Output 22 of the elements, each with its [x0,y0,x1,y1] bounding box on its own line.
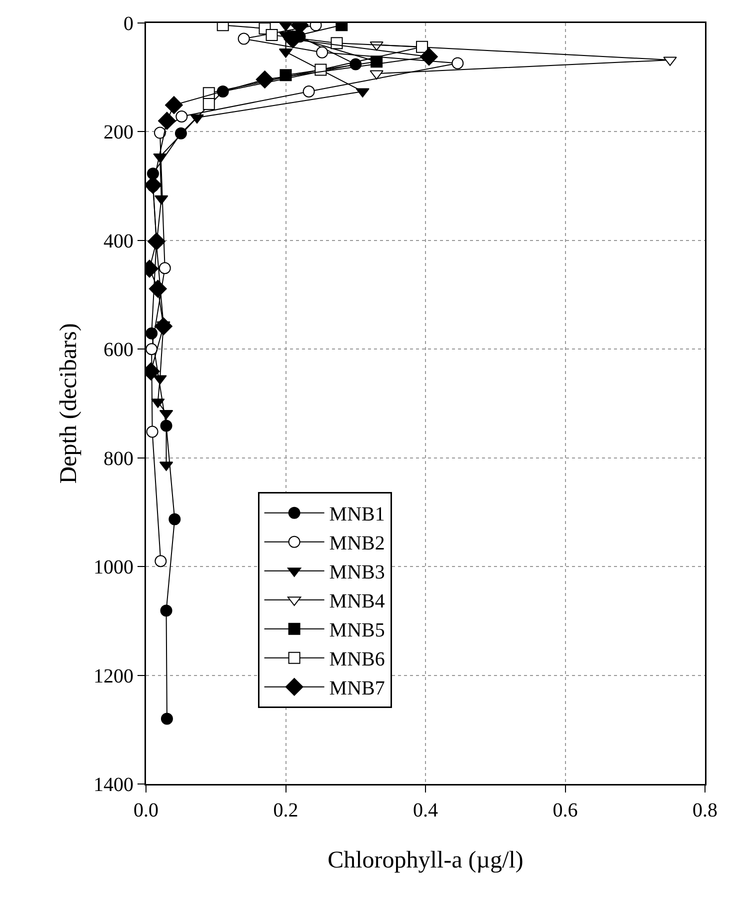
legend-label: MNB7 [329,678,385,700]
x-tick-label: 0.0 [134,800,158,822]
x-tick-label: 0.4 [413,800,438,822]
x-tick-label: 0.6 [552,800,578,822]
x-axis-title: Chlorophyll-a (µg/l) [328,848,524,874]
legend-label: MNB4 [329,590,385,613]
y-tick-label: 400 [104,230,134,252]
y-axis-title: Depth (decibars) [56,323,82,484]
y-tick-label: 200 [104,122,134,144]
y-tick-label: 0 [124,13,134,35]
legend-label: MNB5 [329,620,385,642]
x-tick-label: 0.2 [273,800,298,822]
y-tick-label: 1000 [94,556,134,579]
legend-label: MNB3 [329,562,385,584]
y-tick-label: 1400 [94,774,134,796]
y-tick-label: 600 [104,339,134,362]
y-tick-label: 800 [104,448,134,470]
legend-label: MNB2 [329,532,385,555]
y-tick-label: 1200 [94,665,134,688]
legend-label: MNB6 [329,648,385,671]
legend-label: MNB1 [329,504,385,526]
x-tick-label: 0.8 [692,800,718,822]
